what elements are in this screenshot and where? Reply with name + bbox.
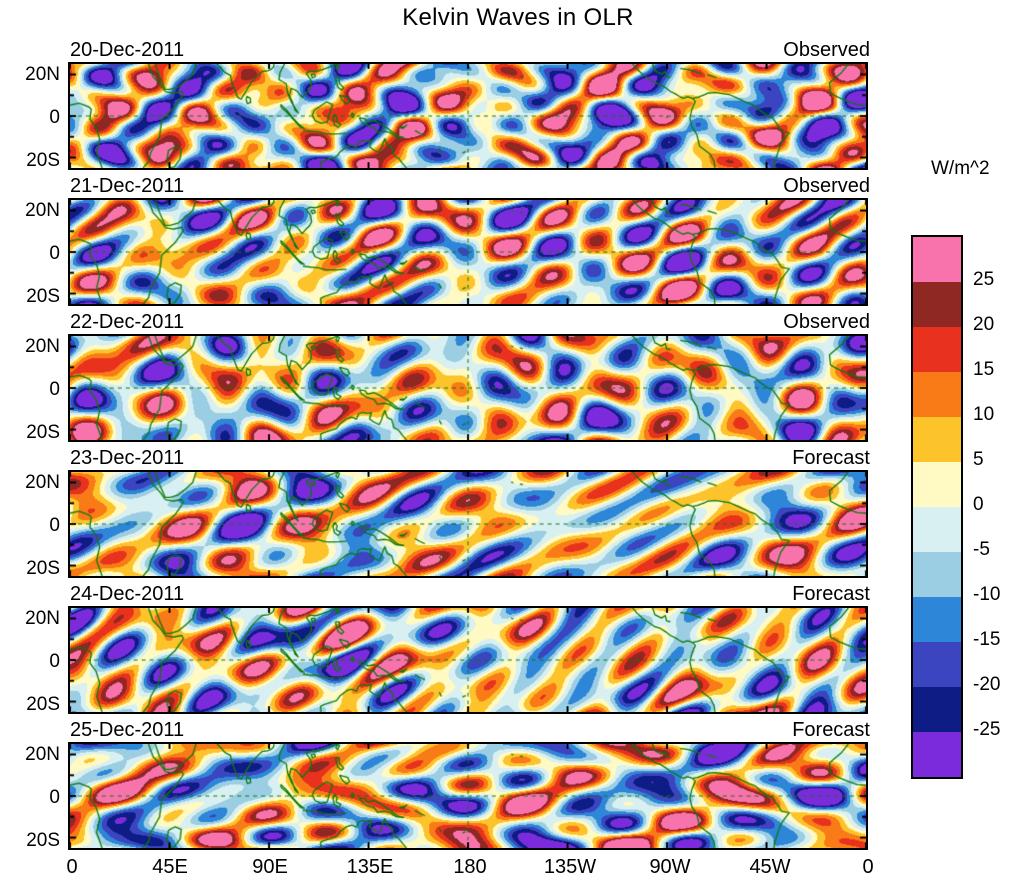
x-tick-label: 180 bbox=[453, 856, 487, 878]
x-axis: 0 45E 90E 135E 180 135W 90W 45W 0 bbox=[66, 856, 874, 882]
panel-date: 23-Dec-2011 bbox=[70, 447, 185, 469]
panel-5: 25-Dec-2011 Forecast 20N 0 20S bbox=[25, 718, 872, 854]
panel-date: 20-Dec-2011 bbox=[70, 39, 185, 61]
y-tick-20s: 20S bbox=[26, 286, 60, 307]
colorbar-cell bbox=[913, 417, 961, 462]
map-wrap: 20N 0 20S bbox=[25, 334, 872, 446]
x-tick-label: 90W bbox=[649, 856, 691, 878]
y-tick-0: 0 bbox=[49, 515, 60, 536]
chart-title: Kelvin Waves in OLR bbox=[402, 4, 634, 31]
colorbar-tick-label: -25 bbox=[973, 719, 1001, 740]
colorbar: W/m^2 25 20 15 10 5 0 -5 -10 -15 -20 -25 bbox=[905, 150, 1021, 800]
olr-map-canvas bbox=[68, 334, 868, 442]
panel-type-label: Observed bbox=[783, 311, 870, 333]
panels-container: 20-Dec-2011 Observed 20N 0 20S 21-Dec-20… bbox=[25, 38, 872, 854]
y-tick-20s: 20S bbox=[26, 150, 60, 171]
y-tick-20n: 20N bbox=[25, 472, 60, 493]
y-tick-20n: 20N bbox=[25, 64, 60, 85]
y-tick-20n: 20N bbox=[25, 200, 60, 221]
colorbar-cell bbox=[913, 282, 961, 327]
colorbar-cell bbox=[913, 237, 961, 282]
x-tick-label: 90E bbox=[252, 856, 288, 878]
colorbar-cell bbox=[913, 597, 961, 642]
colorbar-cell bbox=[913, 732, 961, 777]
colorbar-cell bbox=[913, 372, 961, 417]
colorbar-cell bbox=[913, 642, 961, 687]
colorbar-tick-label: 0 bbox=[973, 494, 984, 515]
panel-header: 21-Dec-2011 Observed bbox=[68, 174, 872, 198]
x-tick-label: 135E bbox=[346, 856, 394, 878]
x-tick-label: 45E bbox=[152, 856, 188, 878]
y-tick-0: 0 bbox=[49, 651, 60, 672]
y-tick-20s: 20S bbox=[26, 422, 60, 443]
olr-map-canvas bbox=[68, 470, 868, 578]
y-tick-0: 0 bbox=[49, 787, 60, 808]
map-wrap: 20N 0 20S bbox=[25, 62, 872, 174]
panel-1: 21-Dec-2011 Observed 20N 0 20S bbox=[25, 174, 872, 310]
colorbar-units-label: W/m^2 bbox=[931, 158, 990, 179]
x-tick-label: 45W bbox=[749, 856, 791, 878]
colorbar-swatches bbox=[911, 235, 963, 779]
panel-header: 23-Dec-2011 Forecast bbox=[68, 446, 872, 470]
map-wrap: 20N 0 20S bbox=[25, 606, 872, 718]
olr-map-canvas bbox=[68, 606, 868, 714]
panel-type-label: Forecast bbox=[792, 583, 870, 605]
panel-header: 22-Dec-2011 Observed bbox=[68, 310, 872, 334]
panel-header: 24-Dec-2011 Forecast bbox=[68, 582, 872, 606]
panel-type-label: Forecast bbox=[792, 447, 870, 469]
colorbar-cell bbox=[913, 327, 961, 372]
colorbar-tick-label: -20 bbox=[973, 674, 1001, 695]
panel-3: 23-Dec-2011 Forecast 20N 0 20S bbox=[25, 446, 872, 582]
colorbar-cell bbox=[913, 687, 961, 732]
map-wrap: 20N 0 20S bbox=[25, 742, 872, 854]
panel-type-label: Observed bbox=[783, 39, 870, 61]
x-tick-label: 0 bbox=[862, 856, 874, 878]
y-tick-20n: 20N bbox=[25, 744, 60, 765]
panel-date: 24-Dec-2011 bbox=[70, 583, 185, 605]
panel-date: 21-Dec-2011 bbox=[70, 175, 185, 197]
colorbar-cell bbox=[913, 552, 961, 597]
colorbar-tick-label: -15 bbox=[973, 629, 1001, 650]
panel-header: 20-Dec-2011 Observed bbox=[68, 38, 872, 62]
x-tick-label: 135W bbox=[543, 856, 597, 878]
olr-map-canvas bbox=[68, 742, 868, 850]
y-tick-20s: 20S bbox=[26, 694, 60, 715]
colorbar-tick-label: 20 bbox=[973, 314, 995, 335]
olr-map-canvas bbox=[68, 62, 868, 170]
colorbar-tick-label: 15 bbox=[973, 359, 995, 380]
x-tick-label: 0 bbox=[66, 856, 78, 878]
y-tick-0: 0 bbox=[49, 107, 60, 128]
map-wrap: 20N 0 20S bbox=[25, 198, 872, 310]
panel-2: 22-Dec-2011 Observed 20N 0 20S bbox=[25, 310, 872, 446]
colorbar-cell bbox=[913, 507, 961, 552]
colorbar-tick-label: -5 bbox=[973, 539, 990, 560]
y-tick-20s: 20S bbox=[26, 558, 60, 579]
y-tick-20s: 20S bbox=[26, 830, 60, 851]
panel-date: 25-Dec-2011 bbox=[70, 719, 185, 741]
olr-map-canvas bbox=[68, 198, 868, 306]
colorbar-tick-label: 25 bbox=[973, 269, 995, 290]
map-wrap: 20N 0 20S bbox=[25, 470, 872, 582]
colorbar-cell bbox=[913, 462, 961, 507]
y-tick-0: 0 bbox=[49, 243, 60, 264]
colorbar-tick-label: 10 bbox=[973, 404, 995, 425]
colorbar-tick-label: -10 bbox=[973, 584, 1001, 605]
panel-type-label: Observed bbox=[783, 175, 870, 197]
panel-type-label: Forecast bbox=[792, 719, 870, 741]
colorbar-tick-label: 5 bbox=[973, 449, 984, 470]
y-tick-20n: 20N bbox=[25, 608, 60, 629]
panel-0: 20-Dec-2011 Observed 20N 0 20S bbox=[25, 38, 872, 174]
panel-date: 22-Dec-2011 bbox=[70, 311, 185, 333]
panel-4: 24-Dec-2011 Forecast 20N 0 20S bbox=[25, 582, 872, 718]
y-tick-0: 0 bbox=[49, 379, 60, 400]
y-tick-20n: 20N bbox=[25, 336, 60, 357]
panel-header: 25-Dec-2011 Forecast bbox=[68, 718, 872, 742]
